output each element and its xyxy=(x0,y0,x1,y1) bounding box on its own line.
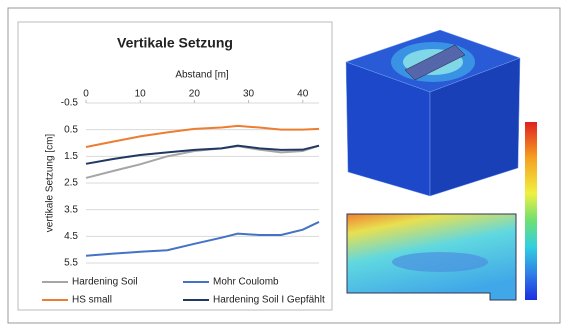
model-3d xyxy=(346,30,520,196)
x-tick-label: 40 xyxy=(297,89,309,100)
y-tick-label: 5.5 xyxy=(64,258,78,269)
legend-label: Mohr Coulomb xyxy=(213,277,279,288)
x-tick-label: 30 xyxy=(243,89,255,100)
mesh-section xyxy=(347,214,516,300)
chart-title: Vertikale Setzung xyxy=(117,35,233,51)
x-axis-label: Abstand [m] xyxy=(175,70,229,81)
legend-label: Hardening Soil xyxy=(72,277,138,288)
y-tick-label: 1.5 xyxy=(64,151,78,162)
y-tick-label: 4.5 xyxy=(64,231,78,242)
y-tick-label: 2.5 xyxy=(64,178,78,189)
y-tick-label: 0.5 xyxy=(64,124,78,135)
x-tick-label: 10 xyxy=(135,89,147,100)
colorbar xyxy=(525,122,537,300)
legend-label: HS small xyxy=(72,295,112,306)
legend-label: Hardening Soil I Gepfählt xyxy=(213,295,325,306)
y-axis-label: vertikale Setzung [cm] xyxy=(45,134,56,233)
x-tick-label: 0 xyxy=(83,89,89,100)
x-tick-label: 20 xyxy=(189,89,201,100)
y-tick-label: -0.5 xyxy=(61,98,79,109)
screen: Vertikale Setzung Abstand [m] vertikale … xyxy=(0,0,568,331)
y-tick-label: 3.5 xyxy=(64,204,78,215)
